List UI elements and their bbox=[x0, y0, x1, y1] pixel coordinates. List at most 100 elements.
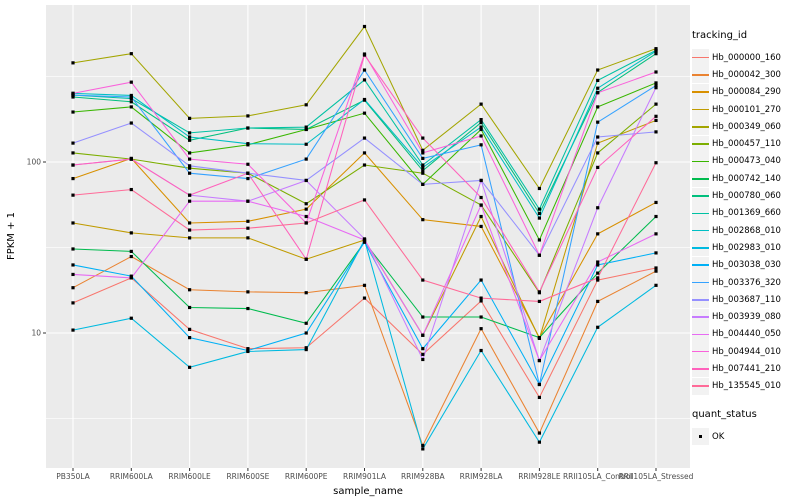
data-point bbox=[71, 247, 75, 251]
data-point bbox=[71, 91, 75, 95]
legend-key-swatch bbox=[692, 343, 709, 361]
data-point bbox=[188, 166, 192, 170]
ok-point-marker-icon bbox=[698, 434, 703, 439]
data-point bbox=[71, 263, 75, 267]
data-point bbox=[71, 301, 75, 305]
data-point bbox=[71, 163, 75, 167]
legend-key-swatch bbox=[692, 325, 709, 343]
legend-label: Hb_003038_030 bbox=[712, 260, 781, 271]
data-point bbox=[537, 207, 541, 211]
data-point bbox=[479, 120, 483, 125]
legend-label: Hb_000084_290 bbox=[712, 87, 781, 98]
data-point bbox=[421, 169, 425, 173]
data-point bbox=[596, 141, 600, 145]
legend-color-line-icon bbox=[692, 212, 709, 215]
data-point bbox=[479, 296, 483, 300]
data-point bbox=[537, 186, 541, 191]
data-point bbox=[654, 232, 658, 236]
legend-label: Hb_002983_010 bbox=[712, 242, 781, 253]
legend-color-line-icon bbox=[692, 264, 709, 266]
x-tick-label: RRIM600LA bbox=[110, 472, 154, 481]
legend-item-Hb_000742_140: Hb_000742_140 bbox=[692, 170, 800, 188]
legend-item-Hb_002983_010: Hb_002983_010 bbox=[692, 239, 800, 257]
legend-key-swatch bbox=[692, 360, 709, 378]
data-point bbox=[129, 231, 133, 235]
legend-color-line-icon bbox=[692, 229, 709, 232]
legend-color-line-icon bbox=[692, 126, 709, 128]
data-point bbox=[304, 202, 308, 206]
data-point bbox=[596, 232, 600, 236]
legend-item-Hb_007441_210: Hb_007441_210 bbox=[692, 360, 800, 378]
data-point bbox=[246, 126, 250, 130]
data-point bbox=[362, 296, 367, 300]
legend-item-Hb_003038_030: Hb_003038_030 bbox=[692, 256, 800, 274]
data-point bbox=[304, 214, 308, 219]
data-point bbox=[479, 127, 483, 132]
quant-status-title: quant_status bbox=[692, 408, 757, 420]
data-point bbox=[479, 143, 483, 147]
data-point bbox=[129, 80, 133, 84]
legend-label: Hb_000742_140 bbox=[712, 173, 781, 184]
data-point bbox=[479, 102, 483, 106]
data-point bbox=[246, 142, 250, 146]
legend-item-Hb_000084_290: Hb_000084_290 bbox=[692, 83, 800, 101]
data-point bbox=[537, 335, 541, 340]
data-point bbox=[654, 114, 658, 118]
plot-panel-group: PB350LA RRIM600LA RRIM600LE RRIM600SE RRIM60… bbox=[27, 5, 694, 481]
legend-color-line-icon bbox=[692, 247, 709, 249]
data-point bbox=[246, 171, 250, 175]
data-point bbox=[188, 164, 192, 168]
data-point bbox=[421, 447, 425, 451]
legend-item-Hb_000473_040: Hb_000473_040 bbox=[692, 152, 800, 170]
data-point bbox=[479, 315, 483, 319]
legend-color-line-icon bbox=[692, 74, 709, 76]
data-point bbox=[537, 395, 541, 400]
data-point bbox=[188, 193, 192, 197]
data-point bbox=[246, 226, 250, 230]
legend-label: Hb_000042_300 bbox=[712, 69, 781, 80]
data-point bbox=[246, 348, 250, 353]
legend-key-swatch bbox=[692, 239, 709, 257]
legend-color-line-icon bbox=[692, 333, 709, 336]
data-point bbox=[421, 443, 425, 448]
data-point bbox=[421, 148, 425, 152]
legend-key-swatch bbox=[692, 187, 709, 205]
data-point bbox=[596, 86, 600, 90]
y-tick-label: 10 bbox=[31, 329, 41, 338]
data-point bbox=[362, 68, 367, 72]
data-point bbox=[479, 125, 483, 129]
data-point bbox=[71, 110, 75, 114]
data-point bbox=[654, 214, 658, 219]
data-point bbox=[479, 203, 483, 207]
point-markers bbox=[71, 24, 658, 451]
data-point bbox=[362, 111, 367, 115]
data-point bbox=[246, 236, 250, 240]
data-point bbox=[304, 346, 308, 350]
data-point bbox=[421, 357, 425, 362]
legend-color-line-icon bbox=[692, 108, 709, 111]
data-point bbox=[188, 335, 192, 340]
data-point bbox=[654, 283, 658, 287]
data-point bbox=[421, 218, 425, 222]
data-point bbox=[654, 81, 658, 85]
data-point bbox=[129, 276, 133, 280]
data-point bbox=[421, 163, 425, 167]
data-point bbox=[537, 358, 541, 363]
legend-item-Hb_001369_660: Hb_001369_660 bbox=[692, 204, 800, 222]
legend-item-Hb_000101_270: Hb_000101_270 bbox=[692, 101, 800, 119]
legend-item-Hb_003939_080: Hb_003939_080 bbox=[692, 308, 800, 326]
data-point bbox=[304, 331, 308, 335]
data-point bbox=[246, 114, 250, 118]
data-point bbox=[654, 86, 658, 90]
data-point bbox=[304, 127, 308, 132]
data-point bbox=[129, 105, 133, 109]
data-point bbox=[188, 305, 192, 310]
legend-item-Hb_003376_320: Hb_003376_320 bbox=[692, 274, 800, 291]
legend-key-swatch bbox=[692, 152, 709, 170]
x-tick-label: RRIM600PE bbox=[285, 472, 328, 481]
data-point bbox=[537, 211, 541, 216]
data-point bbox=[596, 206, 600, 210]
data-point bbox=[596, 120, 600, 124]
legend-item-Hb_000349_060: Hb_000349_060 bbox=[692, 118, 800, 136]
data-point bbox=[129, 254, 133, 259]
